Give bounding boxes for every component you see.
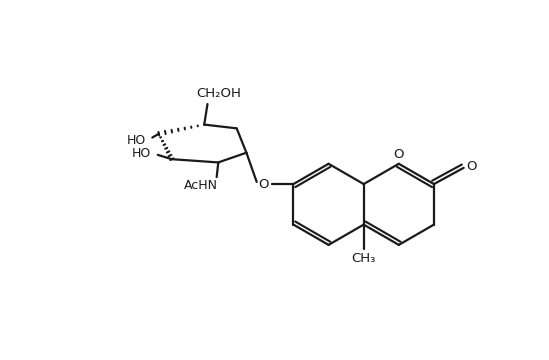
Text: HO: HO <box>132 147 151 160</box>
Text: O: O <box>259 177 269 190</box>
Text: HO: HO <box>126 134 145 147</box>
Text: O: O <box>467 160 477 173</box>
Text: CH₃: CH₃ <box>351 252 376 265</box>
Text: AcHN: AcHN <box>183 179 217 192</box>
Text: CH₂OH: CH₂OH <box>196 87 240 100</box>
Text: O: O <box>394 148 404 161</box>
